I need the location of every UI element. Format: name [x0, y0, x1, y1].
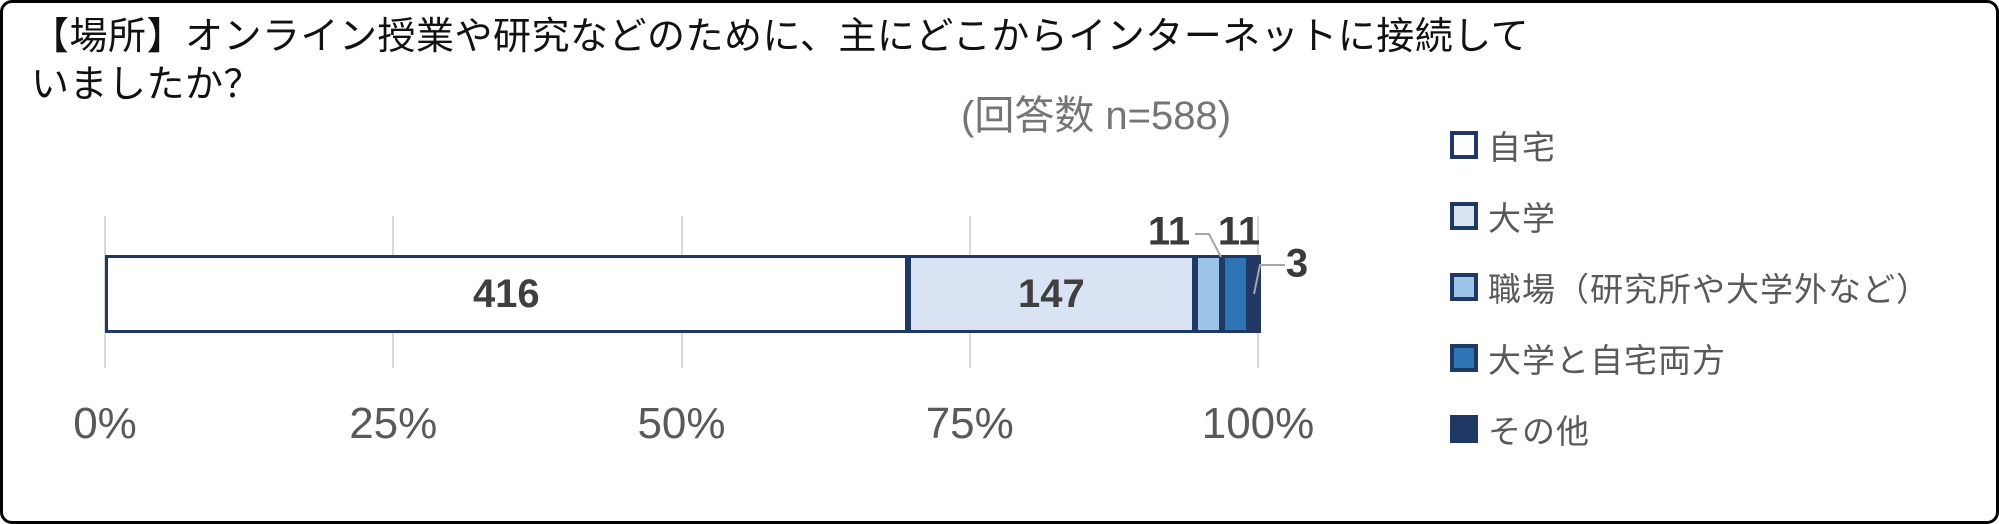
legend: 自宅大学職場（研究所や大学外など） 大学と自宅両方 その他: [1450, 127, 1930, 482]
legend-label: その他: [1488, 413, 1590, 450]
legend-swatch-icon: [1450, 344, 1478, 372]
bar-segment-3: [1195, 255, 1223, 333]
x-axis-tick-label: 50%: [637, 399, 726, 448]
legend-swatch-icon: [1450, 131, 1478, 159]
bar-segment-5: [1249, 255, 1261, 333]
bar-segment-1: 416: [105, 255, 908, 333]
legend-item-5: その他: [1450, 411, 1930, 450]
legend-label: 職場（研究所や大学外など）: [1488, 271, 1930, 308]
x-axis-tick-label: 75%: [925, 399, 1014, 448]
data-label-inside: 416: [472, 271, 540, 316]
data-label-inside: 147: [1018, 271, 1085, 316]
x-axis-tick-label: 0%: [73, 399, 137, 448]
legend-label: 自宅: [1488, 129, 1556, 166]
bar-segment-2: 147: [907, 255, 1196, 333]
x-axis-tick-label: 100%: [1201, 399, 1315, 448]
x-axis-tick-label: 25%: [349, 399, 438, 448]
chart-subtitle: (回答数 n=588): [961, 94, 1232, 138]
data-label-callout: 11: [1217, 209, 1261, 254]
chart-title: 【場所】オンライン授業や研究などのために、主にどこからインターネットに接続してい…: [31, 16, 1530, 106]
bar-segment-4: [1222, 255, 1250, 333]
stacked-bar: 416 147: [105, 255, 1261, 333]
legend-item-4: 大学と自宅両方: [1450, 340, 1930, 379]
data-label-callout: 11: [1147, 209, 1191, 254]
data-label-callout: 3: [1285, 241, 1309, 286]
legend-swatch-icon: [1450, 202, 1478, 230]
legend-label: 大学と自宅両方: [1488, 342, 1726, 379]
legend-item-3: 職場（研究所や大学外など）: [1450, 269, 1930, 308]
legend-swatch-icon: [1450, 415, 1478, 443]
legend-label: 大学: [1488, 200, 1556, 237]
legend-swatch-icon: [1450, 273, 1478, 301]
legend-item-1: 自宅: [1450, 127, 1930, 166]
legend-item-2: 大学: [1450, 198, 1930, 237]
